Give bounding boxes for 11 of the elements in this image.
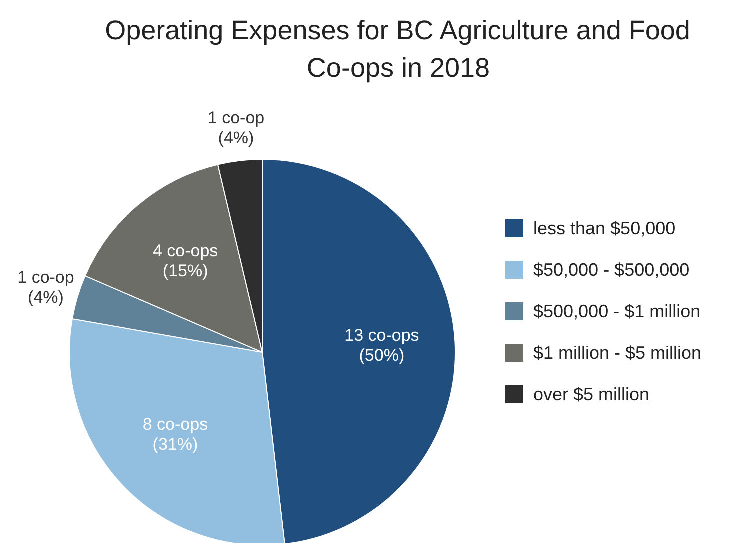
data-label: 4 co-ops (15%) (152, 241, 218, 280)
legend-label: over $5 million (534, 384, 650, 404)
data-label: 1 co-op (4%) (18, 268, 74, 308)
legend-label: $1 million - $5 million (534, 343, 702, 363)
legend-label: $500,000 - $1 million (534, 302, 701, 322)
data-label: 8 co-ops (31%) (142, 415, 208, 454)
data-label: 13 co-ops (50%) (344, 326, 420, 366)
legend-label: less than $50,000 (534, 218, 676, 238)
chart-title: Operating Expenses for BC Agriculture and Food Co-ops in 2018 (105, 16, 690, 83)
legend-label: $50,000 - $500,000 (534, 260, 690, 280)
data-label: 1 co-op (4%) (208, 108, 265, 148)
